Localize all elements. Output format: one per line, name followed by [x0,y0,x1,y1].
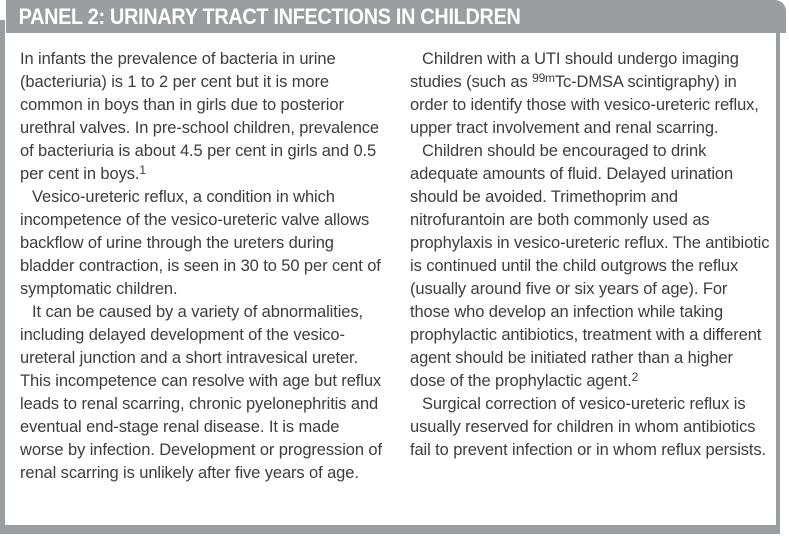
superscript-reference: 1 [139,163,146,177]
paragraph: Children with a UTI should undergo imagi… [410,48,770,140]
text-segment: Children with a UTI should undergo imagi… [410,50,739,91]
text-segment: Vesico-ureteric reflux, a condition in w… [20,188,381,298]
panel-title: PANEL 2: URINARY TRACT INFECTIONS IN CHI… [18,3,521,29]
paragraph: Children should be encouraged to drink a… [410,140,770,393]
text-segment: Tc-DMSA scintigraphy) in order to identi… [410,73,759,137]
text-segment: It can be caused by a variety of abnorma… [20,303,382,482]
text-segment: Surgical correction of vesico-ureteric r… [410,395,767,459]
paragraph: Surgical correction of vesico-ureteric r… [410,393,770,462]
paragraph: In infants the prevalence of bacteria in… [20,48,386,186]
text-segment: Children should be encouraged to drink a… [410,142,770,390]
panel-header: PANEL 2: URINARY TRACT INFECTIONS IN CHI… [6,0,786,33]
panel-body: In infants the prevalence of bacteria in… [5,33,776,525]
column-right: Children with a UTI should undergo imagi… [410,48,770,525]
superscript-reference: 2 [631,370,639,384]
column-left: In infants the prevalence of bacteria in… [20,48,386,525]
superscript-reference: 99m [532,71,555,85]
paragraph: Vesico-ureteric reflux, a condition in w… [20,186,386,301]
text-segment: In infants the prevalence of bacteria in… [20,50,380,183]
paragraph: It can be caused by a variety of abnorma… [20,301,386,485]
panel-frame-border [0,20,780,534]
